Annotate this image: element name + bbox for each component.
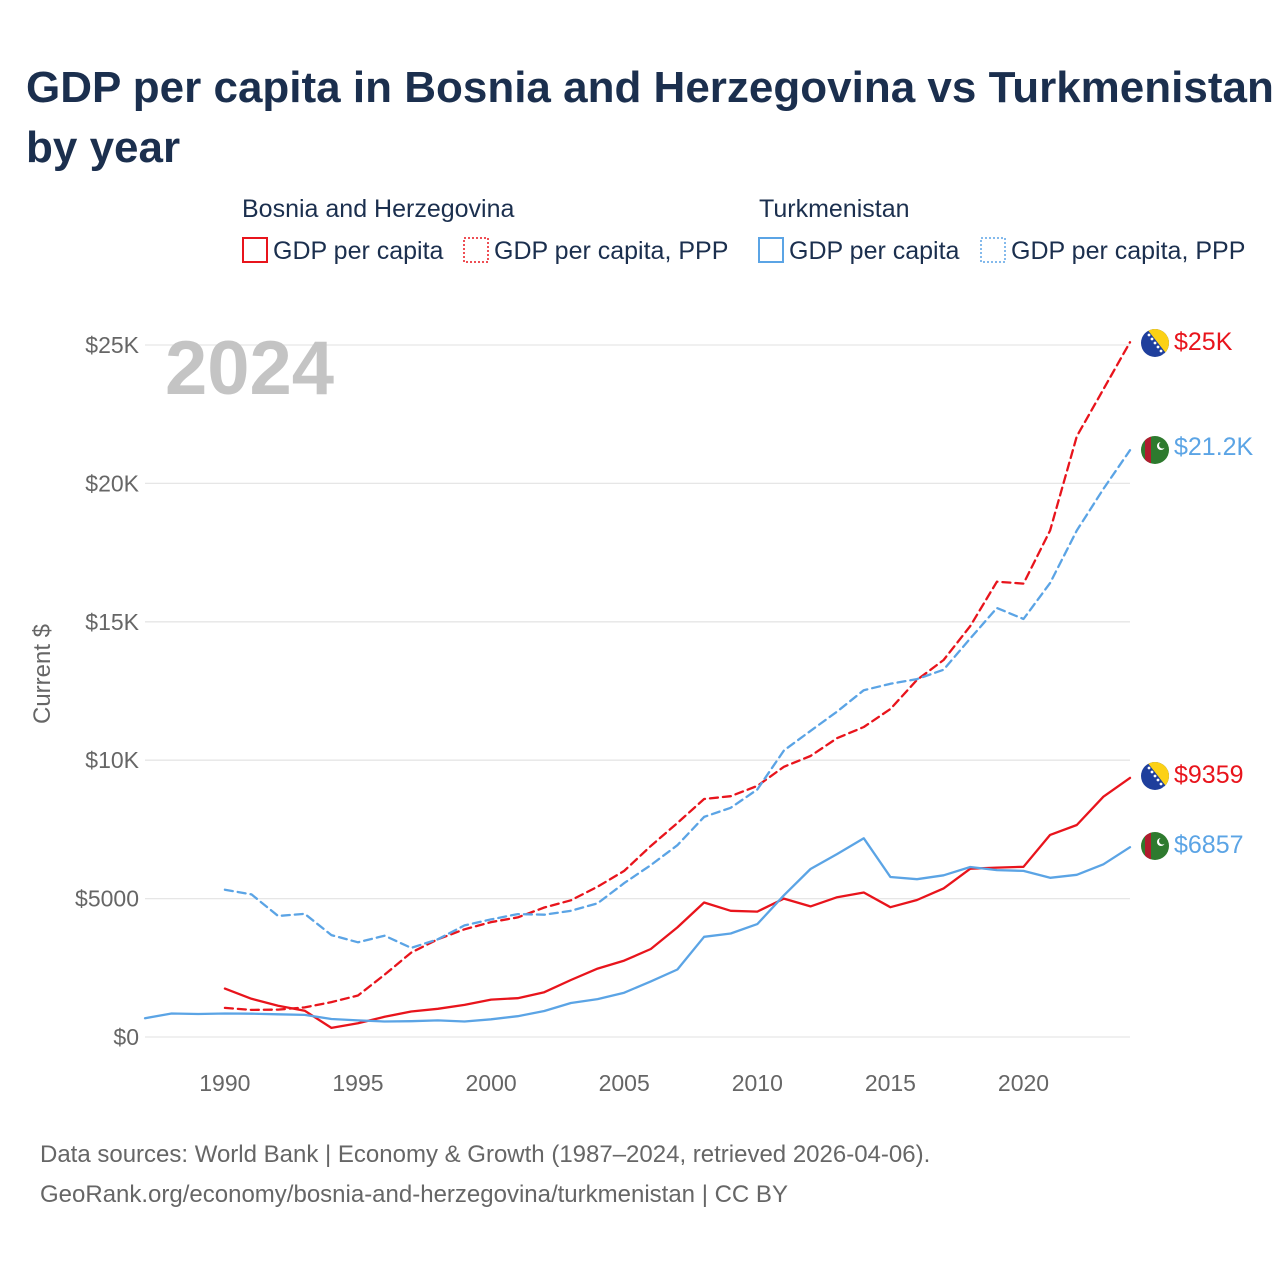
gridlines	[145, 344, 1130, 1038]
turkmenistan-flag-icon	[1141, 832, 1169, 860]
flags	[1141, 329, 1169, 860]
y-tick-label: $5000	[75, 886, 139, 912]
chart-title-line-1: GDP per capita in Bosnia and Herzegovina…	[26, 63, 1274, 112]
legend-label-bosnia-ppp[interactable]: GDP per capita, PPP	[494, 237, 728, 265]
x-tick-label: 1990	[199, 1070, 250, 1096]
x-tick-label: 1995	[332, 1070, 383, 1096]
series-line-1[interactable]	[223, 776, 1132, 1030]
y-tick-label: $20K	[85, 470, 139, 496]
x-axis-ticks: 1990 1995 2000 2005 2010 2015 2020	[199, 1070, 1049, 1096]
legend-group-turkmenistan: Turkmenistan	[759, 195, 910, 223]
legend-swatch-bosnia-solid	[242, 237, 268, 263]
legend-label-bosnia-gdp[interactable]: GDP per capita	[273, 237, 444, 265]
series-line-2[interactable]	[223, 341, 1132, 1012]
x-tick-label: 2010	[732, 1070, 783, 1096]
end-label-bosnia-ppp: $25K	[1174, 328, 1233, 356]
y-tick-label: $25K	[85, 332, 139, 358]
x-tick-label: 2005	[599, 1070, 650, 1096]
y-tick-label: $10K	[85, 747, 139, 773]
y-tick-label: $0	[113, 1024, 139, 1050]
legend-label-turkmenistan-ppp[interactable]: GDP per capita, PPP	[1011, 237, 1245, 265]
source-line-2[interactable]: GeoRank.org/economy/bosnia-and-herzegovi…	[40, 1181, 788, 1208]
legend-swatch-turkmenistan-dashed	[980, 237, 1006, 263]
legend-group-bosnia: Bosnia and Herzegovina	[242, 195, 514, 223]
y-axis-ticks: $0 $5000 $10K $15K $20K $25K	[75, 332, 140, 1050]
legend-label-turkmenistan-gdp[interactable]: GDP per capita	[789, 237, 960, 265]
series-lines	[143, 341, 1132, 1030]
legend: Bosnia and Herzegovina GDP per capita GD…	[242, 195, 1245, 265]
chart-title-line-2: by year	[26, 123, 180, 172]
legend-swatch-bosnia-dashed	[463, 237, 489, 263]
year-label: 2024	[165, 326, 334, 411]
series-line-4[interactable]	[223, 449, 1132, 950]
x-tick-label: 2020	[998, 1070, 1049, 1096]
x-tick-label: 2015	[865, 1070, 916, 1096]
legend-swatch-turkmenistan-solid	[758, 237, 784, 263]
end-label-turkmenistan-gdp: $6857	[1174, 831, 1244, 859]
bosnia-flag-icon	[1141, 329, 1169, 357]
x-tick-label: 2000	[465, 1070, 516, 1096]
source-line-1: Data sources: World Bank | Economy & Gro…	[40, 1141, 930, 1168]
series-line-3[interactable]	[143, 837, 1132, 1023]
y-tick-label: $15K	[85, 609, 139, 635]
turkmenistan-flag-icon	[1141, 436, 1169, 464]
bosnia-flag-icon	[1141, 762, 1169, 790]
end-label-bosnia-gdp: $9359	[1174, 761, 1244, 789]
y-axis-label: Current $	[29, 624, 56, 724]
end-label-turkmenistan-ppp: $21.2K	[1174, 433, 1254, 461]
